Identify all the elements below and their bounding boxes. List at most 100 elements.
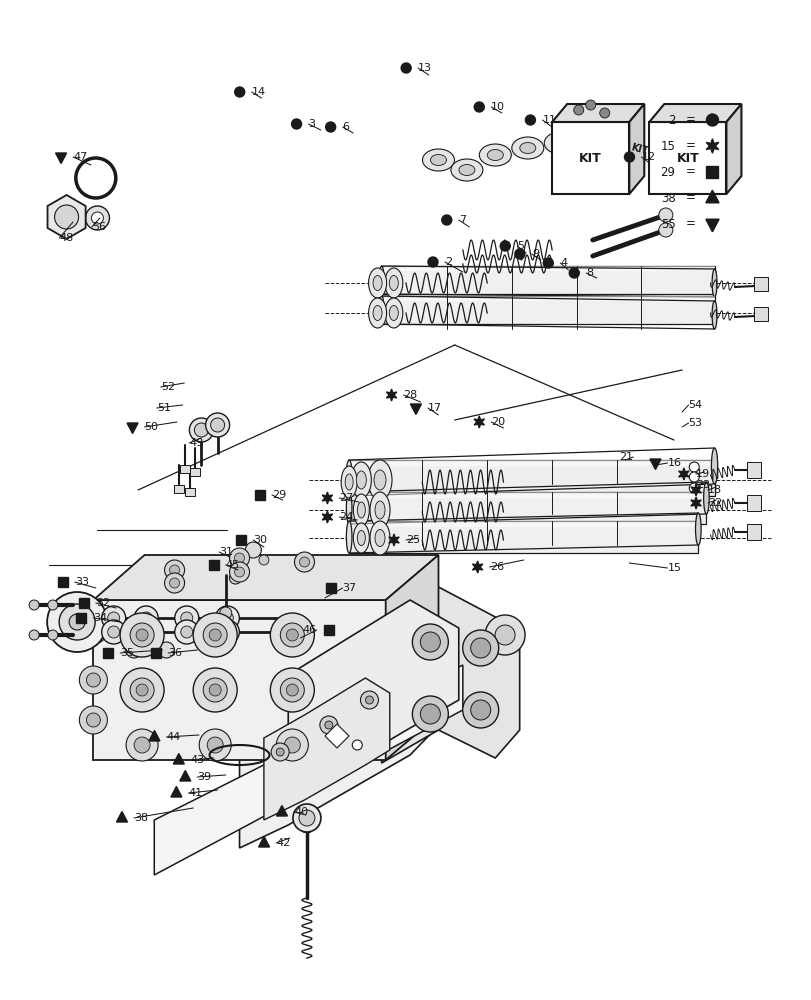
- Text: 51: 51: [157, 403, 170, 413]
- Text: 23: 23: [695, 480, 709, 490]
- Polygon shape: [258, 836, 269, 847]
- Polygon shape: [127, 423, 138, 434]
- Polygon shape: [276, 805, 287, 816]
- Circle shape: [365, 696, 373, 704]
- Circle shape: [470, 638, 490, 658]
- Polygon shape: [388, 534, 399, 546]
- Text: 22: 22: [707, 498, 722, 508]
- Circle shape: [276, 729, 308, 761]
- Circle shape: [181, 626, 192, 638]
- Bar: [706, 166, 718, 178]
- Circle shape: [165, 573, 184, 593]
- Bar: [79, 598, 88, 608]
- Polygon shape: [474, 416, 484, 428]
- Circle shape: [134, 737, 150, 753]
- Bar: [746, 462, 760, 478]
- Circle shape: [462, 630, 498, 666]
- Bar: [753, 307, 767, 321]
- Circle shape: [689, 472, 698, 482]
- Polygon shape: [726, 104, 740, 194]
- Text: 46: 46: [303, 625, 316, 635]
- Circle shape: [689, 483, 698, 493]
- Circle shape: [658, 208, 672, 222]
- Text: 32: 32: [96, 598, 109, 608]
- Ellipse shape: [600, 169, 633, 191]
- Circle shape: [86, 623, 101, 637]
- Polygon shape: [179, 770, 191, 781]
- Polygon shape: [551, 122, 629, 194]
- Ellipse shape: [370, 492, 389, 528]
- Text: 41: 41: [188, 788, 202, 798]
- Circle shape: [401, 63, 410, 73]
- Bar: [381, 266, 714, 294]
- Text: 15: 15: [667, 563, 680, 573]
- Text: 3: 3: [308, 119, 315, 129]
- Text: 5: 5: [517, 241, 524, 251]
- Circle shape: [48, 600, 58, 610]
- Circle shape: [92, 212, 103, 224]
- Circle shape: [108, 626, 119, 638]
- Circle shape: [101, 620, 126, 644]
- Circle shape: [293, 804, 320, 832]
- Ellipse shape: [450, 159, 483, 181]
- Circle shape: [569, 268, 578, 278]
- Circle shape: [294, 552, 314, 572]
- Text: =: =: [684, 114, 694, 127]
- Text: 49: 49: [189, 438, 204, 448]
- Circle shape: [221, 626, 233, 638]
- Text: 45: 45: [225, 560, 239, 570]
- Polygon shape: [154, 665, 462, 875]
- Circle shape: [199, 729, 231, 761]
- Ellipse shape: [356, 471, 366, 489]
- Polygon shape: [148, 730, 160, 741]
- Ellipse shape: [357, 502, 365, 518]
- Ellipse shape: [341, 466, 357, 498]
- Text: 52: 52: [161, 382, 174, 392]
- Text: 26: 26: [489, 562, 503, 572]
- Bar: [381, 266, 714, 271]
- Circle shape: [29, 600, 39, 610]
- Polygon shape: [322, 511, 333, 523]
- Circle shape: [69, 614, 85, 630]
- Circle shape: [230, 562, 249, 582]
- Ellipse shape: [519, 142, 535, 154]
- Bar: [324, 625, 333, 635]
- Bar: [151, 648, 161, 658]
- Text: =: =: [684, 166, 694, 179]
- Ellipse shape: [608, 174, 624, 186]
- Polygon shape: [551, 104, 643, 122]
- Text: 24: 24: [339, 512, 354, 522]
- Text: 42: 42: [276, 838, 290, 848]
- Circle shape: [352, 740, 362, 750]
- Text: KIT: KIT: [578, 152, 602, 165]
- Polygon shape: [705, 219, 719, 232]
- Circle shape: [299, 557, 309, 567]
- Ellipse shape: [370, 521, 389, 555]
- Bar: [185, 488, 195, 496]
- Circle shape: [412, 624, 448, 660]
- Text: 7: 7: [458, 215, 466, 225]
- Text: 12: 12: [641, 152, 654, 162]
- Circle shape: [220, 607, 231, 619]
- Circle shape: [230, 548, 249, 568]
- Text: 40: 40: [294, 807, 307, 817]
- Circle shape: [284, 737, 300, 753]
- Polygon shape: [288, 600, 458, 800]
- Circle shape: [573, 105, 583, 115]
- Ellipse shape: [345, 460, 352, 496]
- Bar: [58, 577, 67, 587]
- Circle shape: [441, 215, 451, 225]
- Ellipse shape: [584, 169, 600, 181]
- Circle shape: [420, 704, 440, 724]
- Ellipse shape: [346, 492, 351, 524]
- Ellipse shape: [711, 269, 716, 297]
- Text: 10: 10: [491, 102, 504, 112]
- Ellipse shape: [372, 275, 382, 290]
- Ellipse shape: [388, 306, 398, 320]
- Text: =: =: [684, 218, 694, 231]
- Ellipse shape: [430, 154, 446, 166]
- Circle shape: [203, 678, 227, 702]
- Circle shape: [86, 713, 101, 727]
- Polygon shape: [173, 754, 184, 764]
- Polygon shape: [264, 678, 389, 820]
